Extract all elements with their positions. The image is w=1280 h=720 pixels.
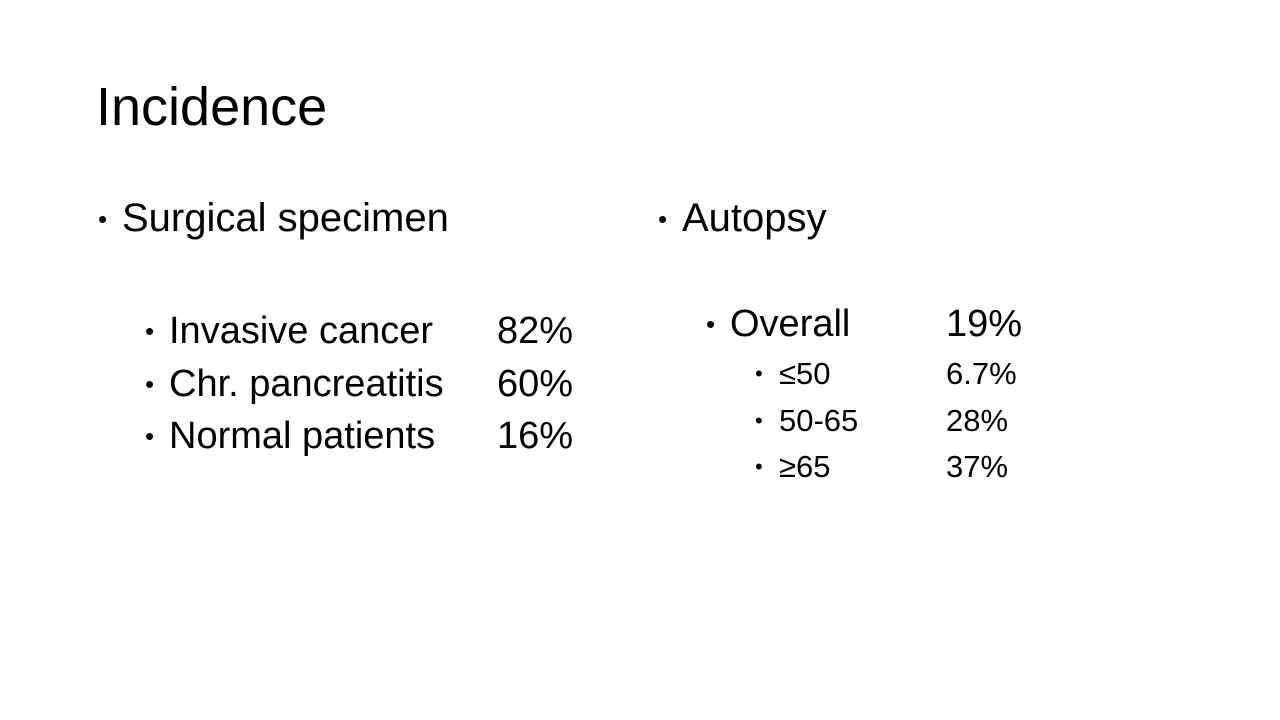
item-value: 82% [497, 310, 574, 352]
item-value: 60% [497, 363, 574, 405]
bullet: • [98, 204, 108, 234]
bullet: • [145, 316, 155, 346]
item-label: Chr. pancreatitis [169, 363, 444, 405]
item-value: 19% [946, 303, 1023, 345]
bullet: • [706, 309, 716, 339]
column-heading: Surgical specimen [122, 196, 449, 240]
bullet: • [145, 421, 155, 451]
item-label: Overall [730, 303, 851, 345]
bullet: • [658, 204, 668, 234]
subitem-value: 6.7% [946, 356, 1017, 391]
subitem-label: ≤50 [779, 356, 831, 391]
bullet: • [755, 454, 763, 479]
bullet: • [755, 361, 763, 386]
subitem-label: ≥65 [779, 449, 831, 484]
subitem-value: 28% [946, 403, 1009, 438]
item-value: 16% [497, 415, 574, 457]
bullet: • [755, 408, 763, 433]
bullet: • [145, 369, 155, 399]
slide-title: Incidence [96, 77, 328, 137]
subitem-label: 50-65 [779, 403, 859, 438]
item-label: Normal patients [169, 415, 436, 457]
subitem-value: 37% [946, 449, 1009, 484]
item-label: Invasive cancer [169, 310, 434, 352]
column-heading: Autopsy [682, 196, 827, 240]
